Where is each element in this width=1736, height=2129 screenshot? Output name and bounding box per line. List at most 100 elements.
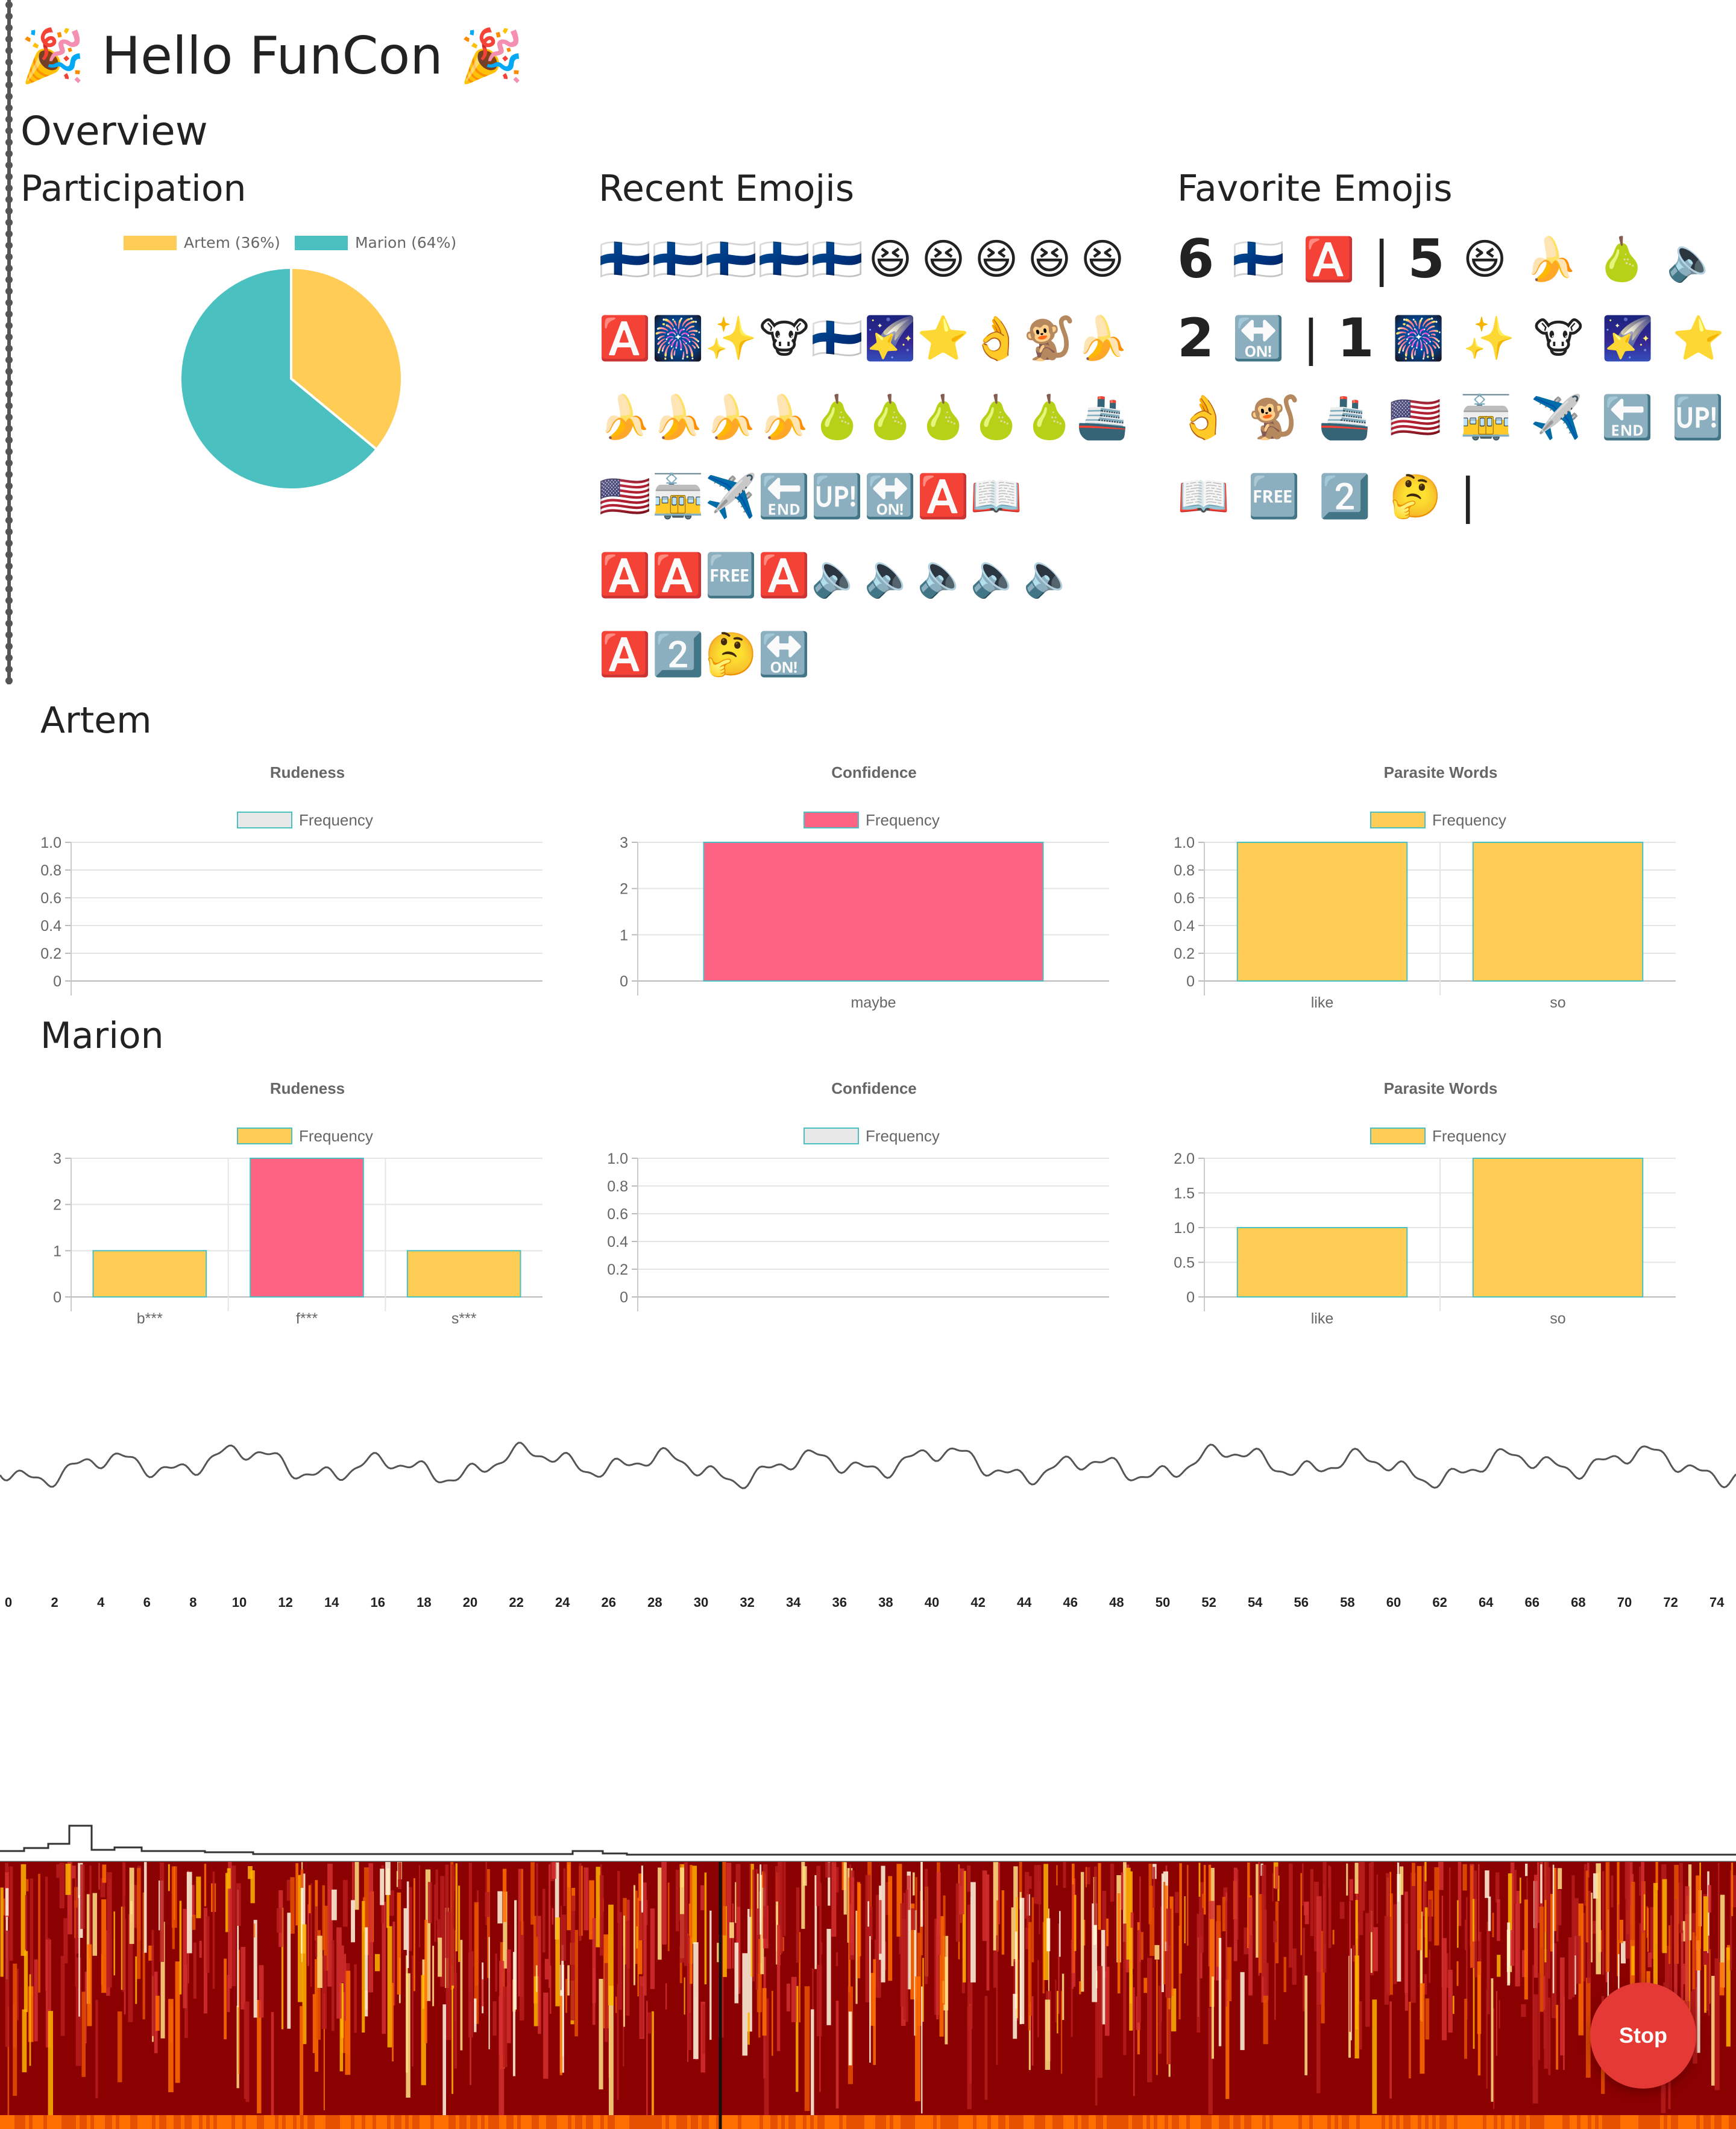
spiral-ring bbox=[5, 666, 13, 673]
chart-title: Rudeness bbox=[270, 1079, 345, 1097]
timeline-tick-label: 16 bbox=[370, 1595, 386, 1610]
y-tick-label: 1.0 bbox=[1174, 834, 1195, 851]
legend-swatch[interactable] bbox=[237, 812, 292, 828]
recent-emoji: 🔛 bbox=[758, 629, 811, 679]
stop-button[interactable]: Stop bbox=[1590, 1982, 1696, 2089]
favorite-emoji: 🌠 bbox=[1601, 314, 1654, 363]
legend-swatch[interactable] bbox=[237, 1128, 292, 1144]
legend-label: Frequency bbox=[1432, 811, 1506, 829]
bar[interactable] bbox=[1472, 1158, 1644, 1298]
recent-emoji: 🆙 bbox=[811, 472, 864, 521]
timeline-tick-label: 62 bbox=[1432, 1595, 1447, 1610]
spiral-ring bbox=[5, 127, 13, 134]
legend-label: Frequency bbox=[299, 811, 373, 829]
favorite-emoji: 2️⃣ bbox=[1318, 472, 1371, 521]
legend-swatch[interactable] bbox=[804, 1128, 859, 1144]
spiral-ring bbox=[5, 1, 13, 8]
participation-pie-chart bbox=[179, 266, 403, 491]
x-tick-label: b*** bbox=[137, 1310, 163, 1327]
bar[interactable] bbox=[92, 1250, 207, 1298]
artem-heading: Artem bbox=[40, 699, 152, 742]
timeline-tick-label: 20 bbox=[462, 1595, 478, 1610]
favorite-count: 2 bbox=[1177, 307, 1215, 369]
y-tick-label: 0.4 bbox=[40, 918, 61, 935]
legend-label: Frequency bbox=[299, 1127, 373, 1145]
favorite-count: 6 bbox=[1177, 228, 1215, 290]
favorite-emoji: 📖 bbox=[1177, 472, 1230, 521]
recent-emoji: 🔈 bbox=[970, 550, 1023, 600]
recent-emoji: 🔈 bbox=[864, 550, 917, 600]
spiral-ring bbox=[5, 597, 13, 604]
y-tick-label: 3 bbox=[53, 1150, 61, 1167]
party-popper-icon: 🎉 bbox=[459, 26, 524, 86]
app-title: 🎉 Hello FunCon 🎉 bbox=[20, 30, 524, 82]
favorite-emoji: 🔛 bbox=[1232, 314, 1285, 363]
recent-emoji: ⭐ bbox=[917, 314, 970, 363]
spiral-ring bbox=[5, 414, 13, 421]
spiral-ring bbox=[5, 288, 13, 295]
recent-emoji: 👌 bbox=[970, 314, 1023, 363]
recent-emoji-row: 🅰️ 🅰️ 🆓 🅰️ 🔈 🔈 🔈 🔈 🔈 bbox=[599, 536, 1076, 614]
pie-legend: Artem (36%) Marion (64%) bbox=[124, 234, 456, 251]
recent-emoji: 🇫🇮 bbox=[652, 235, 705, 284]
spiral-ring bbox=[5, 540, 13, 547]
recent-emoji: 🇫🇮 bbox=[599, 235, 652, 284]
legend-label-artem: Artem (36%) bbox=[184, 234, 280, 251]
spiral-ring bbox=[5, 437, 13, 444]
timeline-tick-label: 12 bbox=[278, 1595, 293, 1610]
y-tick-label: 1.0 bbox=[40, 834, 61, 851]
spiral-ring bbox=[5, 448, 13, 455]
spiral-ring bbox=[5, 368, 13, 375]
legend-swatch[interactable] bbox=[1370, 812, 1426, 828]
legend-swatch[interactable] bbox=[1370, 1128, 1426, 1144]
recent-emoji-row: 🇺🇸 🚋 ✈️ 🔚 🆙 🔛 🅰️ 📖 bbox=[599, 457, 1023, 535]
favorite-emoji: 🅰️ bbox=[1303, 235, 1356, 284]
favorite-emoji: 🇫🇮 bbox=[1232, 235, 1285, 284]
recent-emojis-grid: 🇫🇮 🇫🇮 🇫🇮 🇫🇮 🇫🇮 😆 😆 😆 😆 😆 🅰️ 🎆 ✨ 🐮 🇫🇮 🌠 ⭐ 👌 🐒 🍌 🍌 🍌 🍌 🍌 🍐 🍐 🍐 🍐 🍐 🚢 🇺🇸 🚋… bbox=[599, 220, 1141, 696]
y-tick-label: 0.2 bbox=[1174, 945, 1195, 962]
pie-slice-1[interactable] bbox=[179, 266, 379, 491]
bar[interactable] bbox=[1236, 842, 1408, 982]
spiral-ring bbox=[5, 379, 13, 386]
marion-confidence-chart: Confidence Frequency 1.0 0.8 0.6 0.4 0.2 0 bbox=[607, 1079, 1109, 1311]
recent-emoji: 🍐 bbox=[1023, 393, 1076, 442]
recent-emoji: ✈️ bbox=[705, 472, 758, 521]
timeline-tick-label: 50 bbox=[1155, 1595, 1171, 1610]
y-tick-label: 3 bbox=[620, 834, 628, 851]
recent-emoji: 🍌 bbox=[1076, 314, 1129, 363]
recent-emoji: 🍌 bbox=[652, 393, 705, 442]
spiral-ring bbox=[5, 333, 13, 341]
timeline-tick-label: 56 bbox=[1294, 1595, 1309, 1610]
timeline-tick-label: 28 bbox=[647, 1595, 662, 1610]
recent-emoji: 🔈 bbox=[811, 550, 864, 600]
spiral-ring bbox=[5, 425, 13, 432]
party-popper-icon: 🎉 bbox=[20, 26, 86, 86]
timeline-tick-label: 64 bbox=[1478, 1595, 1494, 1610]
bar[interactable] bbox=[1236, 1227, 1408, 1298]
recent-emoji: 😆 bbox=[868, 235, 913, 284]
marion-rudeness-chart: Rudeness Frequency 3 2 1 0 b*** f*** s*** bbox=[53, 1079, 542, 1327]
bar[interactable] bbox=[703, 842, 1044, 982]
spiral-ring bbox=[5, 253, 13, 260]
spiral-ring bbox=[5, 654, 13, 661]
y-tick-label: 0.8 bbox=[607, 1178, 628, 1195]
spiral-ring bbox=[5, 242, 13, 249]
spiral-ring bbox=[5, 150, 13, 157]
timeline-tick-label: 24 bbox=[555, 1595, 570, 1610]
bar[interactable] bbox=[250, 1158, 364, 1298]
recent-emoji: 🚢 bbox=[1076, 393, 1129, 442]
legend-label-marion: Marion (64%) bbox=[354, 234, 457, 251]
legend-label: Frequency bbox=[866, 811, 940, 829]
favorite-emoji: ⭐ bbox=[1672, 314, 1725, 363]
spiral-ring bbox=[5, 311, 13, 318]
bar[interactable] bbox=[1472, 842, 1644, 982]
y-tick-label: 0 bbox=[1186, 973, 1195, 990]
favorite-emoji-row: 👌 🐒 🚢 🇺🇸 🚋 ✈️ 🔚 🆙 bbox=[1177, 378, 1724, 456]
pie-slice-0[interactable] bbox=[290, 266, 403, 452]
artem-confidence-chart: Confidence Frequency 3 2 1 0 maybe bbox=[620, 763, 1109, 1011]
spiral-ring bbox=[5, 36, 13, 43]
favorite-emoji: 🔚 bbox=[1601, 393, 1654, 442]
spiral-ring bbox=[5, 356, 13, 364]
bar[interactable] bbox=[406, 1250, 521, 1298]
legend-swatch[interactable] bbox=[804, 812, 859, 828]
